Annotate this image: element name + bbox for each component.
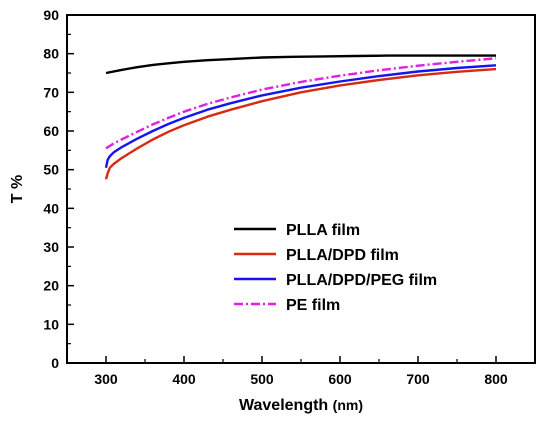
- x-axis-title-main: Wavelength: [239, 397, 328, 414]
- legend-label: PLLA/DPD/PEG film: [286, 272, 437, 289]
- y-tick-label: 90: [43, 7, 59, 23]
- y-tick-label: 70: [43, 84, 59, 100]
- y-tick-label: 10: [43, 316, 59, 332]
- y-tick-label: 50: [43, 162, 59, 178]
- series-line-pe-film: [105, 57, 497, 150]
- series-line-plla-film: [105, 54, 496, 75]
- y-tick-label: 0: [51, 355, 59, 371]
- series-layer: [104, 54, 497, 180]
- x-tick-label: 300: [94, 371, 118, 387]
- series-line-plla-dpd-film: [104, 67, 497, 180]
- y-tick-label: 40: [43, 200, 59, 216]
- x-axis-title: Wavelength (nm): [239, 397, 363, 414]
- y-tick-label: 20: [43, 278, 59, 294]
- x-tick-label: 400: [172, 371, 196, 387]
- ticks-layer: 300 400 500 600 700 800 0 10 20 30 40 50 60 70 80 90: [43, 7, 536, 387]
- legend-label: PLLA/DPD film: [286, 247, 399, 264]
- legend: PLLA film PLLA/DPD film PLLA/DPD/PEG film P…: [234, 222, 437, 314]
- x-tick-label: 800: [484, 371, 508, 387]
- y-tick-label: 80: [43, 46, 59, 62]
- x-tick-label: 600: [328, 371, 352, 387]
- y-tick-label: 30: [43, 239, 59, 255]
- x-tick-label: 500: [250, 371, 274, 387]
- x-axis-title-unit: (nm): [333, 397, 363, 413]
- y-tick-label: 60: [43, 123, 59, 139]
- series-line-plla-dpd-peg-film: [104, 64, 497, 168]
- y-axis-title: T %: [9, 175, 26, 203]
- x-tick-label: 700: [406, 371, 430, 387]
- legend-label: PE film: [286, 297, 340, 314]
- legend-label: PLLA film: [286, 222, 360, 239]
